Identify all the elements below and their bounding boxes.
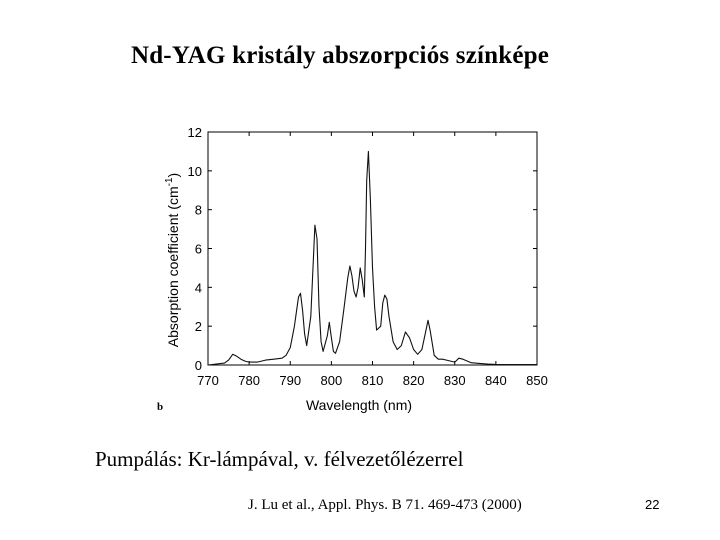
plot-border — [207, 131, 538, 366]
x-tick-label: 830 — [444, 373, 466, 388]
y-tick-label: 6 — [195, 242, 202, 257]
x-tick-label: 810 — [362, 373, 384, 388]
y-axis-label-suffix: ) — [165, 173, 181, 178]
page-number: 22 — [645, 497, 660, 512]
y-tick-label: 12 — [188, 125, 202, 140]
x-tick-label: 850 — [526, 373, 548, 388]
plot-frame — [207, 131, 538, 366]
x-tick-label: 820 — [403, 373, 425, 388]
x-tick-label: 770 — [197, 373, 219, 388]
x-tick-label: 800 — [321, 373, 343, 388]
x-tick-label: 780 — [238, 373, 260, 388]
citation: J. Lu et al., Appl. Phys. B 71. 469-473 … — [248, 497, 522, 513]
y-tick-label: 0 — [195, 358, 202, 373]
y-tick-label: 2 — [195, 319, 202, 334]
y-axis-ticks: 0 2 4 6 8 10 12 — [188, 125, 537, 373]
x-axis-ticks: 770 780 790 800 810 820 830 840 850 — [197, 132, 548, 388]
body-text: Pumpálás: Kr-lámpával, v. félvezetőlézer… — [95, 447, 464, 471]
x-tick-label: 790 — [279, 373, 301, 388]
y-tick-label: 4 — [195, 280, 202, 295]
y-tick-label: 8 — [195, 203, 202, 218]
absorption-chart: 0 2 4 6 8 10 12 770 780 790 800 810 820 830 840 850 Wa… — [150, 118, 570, 418]
absorption-spectrum-line — [207, 150, 537, 366]
y-axis-label-main: Absorption coefficient (cm — [165, 186, 181, 347]
y-tick-label: 10 — [188, 164, 202, 179]
panel-label: b — [157, 401, 163, 413]
x-axis-label: Wavelength (nm) — [306, 397, 412, 413]
slide-title: Nd-YAG kristály abszorpciós színképe — [130, 42, 550, 69]
x-tick-label: 840 — [485, 373, 507, 388]
y-axis-label-superscript: -1 — [164, 177, 175, 186]
y-axis-label: Absorption coefficient (cm-1) — [164, 173, 181, 347]
series-layer — [207, 150, 537, 366]
